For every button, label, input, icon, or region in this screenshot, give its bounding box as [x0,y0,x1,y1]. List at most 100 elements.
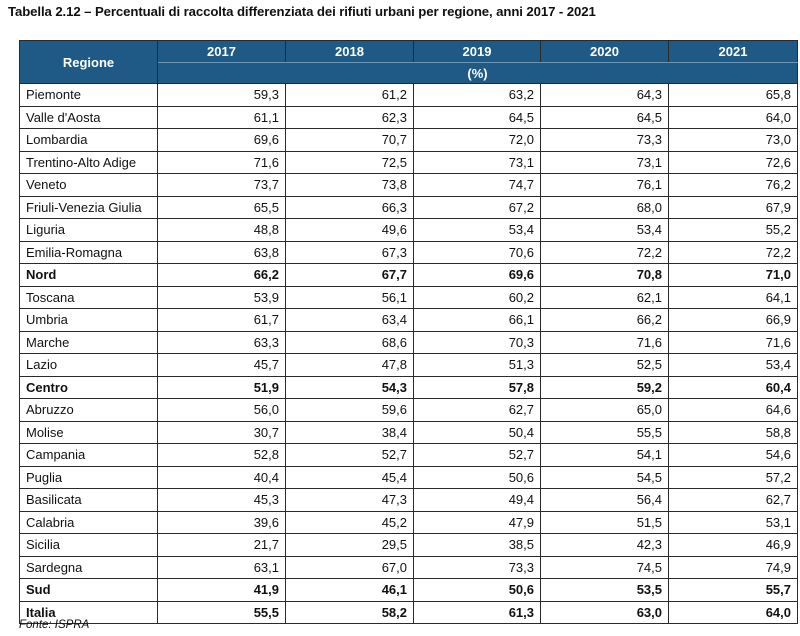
value-cell: 29,5 [285,533,414,557]
region-cell: Toscana [19,285,158,309]
value-cell: 58,8 [668,420,798,444]
value-cell: 73,1 [540,150,669,174]
table-body: Piemonte 59,3 61,2 63,2 64,3 65,8 Valle d'Aost… [19,83,798,624]
region-cell: Lombardia [19,128,158,152]
year-header: 2019 [413,40,541,63]
value-cell: 49,6 [285,218,414,242]
table-row: Sardegna 63,1 67,0 73,3 74,5 74,9 [19,555,798,579]
value-cell: 42,3 [540,533,669,557]
value-cell: 45,4 [285,465,414,489]
value-cell: 39,6 [157,510,286,534]
region-cell: Italia [19,600,158,624]
value-cell: 52,7 [285,443,414,467]
table-title: Tabella 2.12 – Percentuali di raccolta d… [8,4,596,19]
year-header: 2017 [157,40,286,63]
value-cell: 64,6 [668,398,798,422]
value-cell: 30,7 [157,420,286,444]
region-cell: Veneto [19,173,158,197]
value-cell: 55,7 [668,578,798,602]
region-cell: Campania [19,443,158,467]
value-cell: 66,2 [540,308,669,332]
region-cell: Liguria [19,218,158,242]
value-cell: 73,7 [157,173,286,197]
value-cell: 59,3 [157,83,286,107]
value-cell: 45,3 [157,488,286,512]
value-cell: 70,8 [540,263,669,287]
value-cell: 41,9 [157,578,286,602]
value-cell: 70,3 [413,330,541,354]
value-cell: 63,1 [157,555,286,579]
value-cell: 52,7 [413,443,541,467]
table-row: Italia 55,5 58,2 61,3 63,0 64,0 [19,600,798,624]
value-cell: 60,4 [668,375,798,399]
value-cell: 53,4 [668,353,798,377]
value-cell: 54,1 [540,443,669,467]
region-column-header: Regione [19,40,158,84]
region-cell: Molise [19,420,158,444]
value-cell: 45,7 [157,353,286,377]
region-cell: Piemonte [19,83,158,107]
value-cell: 66,3 [285,195,414,219]
table-row: Sud 41,9 46,1 50,6 53,5 55,7 [19,578,798,602]
value-cell: 72,2 [540,240,669,264]
value-cell: 51,5 [540,510,669,534]
value-cell: 74,7 [413,173,541,197]
table-row: Valle d'Aosta 61,1 62,3 64,5 64,5 64,0 [19,105,798,129]
value-cell: 74,5 [540,555,669,579]
year-header: 2020 [540,40,669,63]
value-cell: 45,2 [285,510,414,534]
source-note: Fonte: ISPRA [19,619,90,631]
value-cell: 63,8 [157,240,286,264]
value-cell: 55,5 [157,600,286,624]
value-cell: 54,6 [668,443,798,467]
value-cell: 69,6 [157,128,286,152]
region-cell: Emilia-Romagna [19,240,158,264]
value-cell: 50,4 [413,420,541,444]
table-row: Campania 52,8 52,7 52,7 54,1 54,6 [19,443,798,467]
table-row: Basilicata 45,3 47,3 49,4 56,4 62,7 [19,488,798,512]
header-row-years: Regione 2017 2018 2019 2020 2021 [19,40,798,84]
region-cell: Sud [19,578,158,602]
region-cell: Trentino-Alto Adige [19,150,158,174]
value-cell: 67,2 [413,195,541,219]
value-cell: 51,9 [157,375,286,399]
region-cell: Sardegna [19,555,158,579]
region-cell: Basilicata [19,488,158,512]
value-cell: 57,8 [413,375,541,399]
value-cell: 48,8 [157,218,286,242]
value-cell: 50,6 [413,578,541,602]
value-cell: 64,5 [413,105,541,129]
value-cell: 61,3 [413,600,541,624]
value-cell: 74,9 [668,555,798,579]
value-cell: 62,7 [668,488,798,512]
region-cell: Sicilia [19,533,158,557]
value-cell: 63,0 [540,600,669,624]
value-cell: 71,6 [157,150,286,174]
value-cell: 46,1 [285,578,414,602]
value-cell: 38,5 [413,533,541,557]
table-row: Friuli-Venezia Giulia 65,5 66,3 67,2 68,0 67,… [19,195,798,219]
value-cell: 38,4 [285,420,414,444]
value-cell: 73,3 [540,128,669,152]
region-cell: Puglia [19,465,158,489]
region-cell: Abruzzo [19,398,158,422]
table-row: Puglia 40,4 45,4 50,6 54,5 57,2 [19,465,798,489]
value-cell: 52,5 [540,353,669,377]
value-cell: 49,4 [413,488,541,512]
value-cell: 76,1 [540,173,669,197]
region-cell: Calabria [19,510,158,534]
region-cell: Nord [19,263,158,287]
value-cell: 72,5 [285,150,414,174]
value-cell: 47,8 [285,353,414,377]
value-cell: 69,6 [413,263,541,287]
value-cell: 63,4 [285,308,414,332]
value-cell: 70,7 [285,128,414,152]
value-cell: 64,5 [540,105,669,129]
value-cell: 65,0 [540,398,669,422]
table-row: Umbria 61,7 63,4 66,1 66,2 66,9 [19,308,798,332]
value-cell: 53,4 [413,218,541,242]
value-cell: 62,7 [413,398,541,422]
value-cell: 58,2 [285,600,414,624]
value-cell: 56,0 [157,398,286,422]
value-cell: 52,8 [157,443,286,467]
